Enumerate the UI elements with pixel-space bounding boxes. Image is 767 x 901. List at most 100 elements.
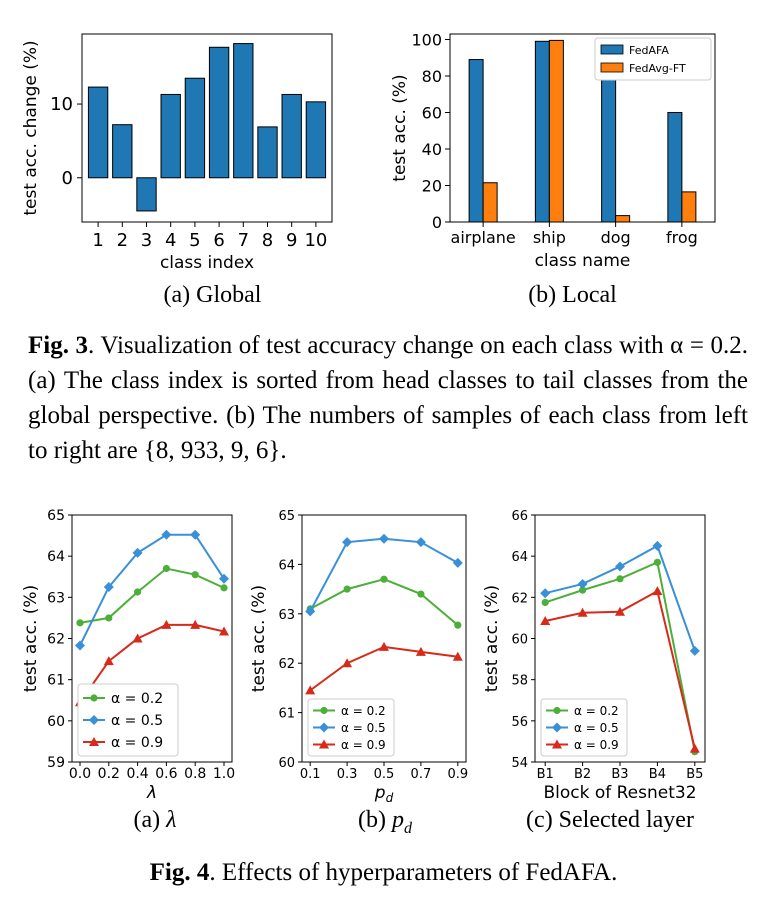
chart-pd-ylabel: test acc. (%)	[249, 585, 269, 692]
x-tick-label: 7	[238, 230, 249, 251]
chart-local: airplane ship dog frog 0 20 40 60 80 100 class nam…	[390, 30, 716, 271]
x-tick-label: frog	[666, 228, 698, 247]
legend-label: α = 0.2	[574, 704, 619, 718]
point-circle	[220, 584, 228, 592]
x-tick-label: B4	[649, 767, 666, 782]
x-tick-label: 1	[92, 230, 103, 251]
bar	[208, 46, 230, 179]
y-tick-label: 58	[511, 674, 528, 689]
fig4-caption-text: . Effects of hyperparameters of FedAFA.	[209, 859, 618, 886]
bar	[233, 43, 254, 179]
x-tick-label: B5	[686, 767, 703, 782]
point-diamond	[89, 715, 99, 725]
point-triangle	[89, 737, 99, 746]
chart-lambda: 0.0 0.2 0.4 0.6 0.8 1.0 59 60 61 62 63 64 65 λ test ac…	[21, 508, 235, 803]
point-diamond	[103, 582, 114, 593]
point-circle	[90, 694, 98, 702]
x-tick-label: 8	[262, 230, 273, 251]
point-triangle	[452, 651, 463, 661]
xlabel-main: λ	[146, 783, 157, 803]
x-tick-label: 0.6	[155, 766, 177, 782]
y-tick-label: 100	[411, 30, 442, 49]
chart-global-ylabel: test acc. change (%)	[21, 40, 41, 215]
point-circle	[380, 575, 388, 583]
x-tick-label: 4	[165, 230, 176, 251]
legend-box	[594, 37, 712, 81]
legend-box	[77, 683, 179, 757]
legend-label: α = 0.5	[341, 721, 386, 735]
point-circle	[76, 619, 84, 627]
y-tick-label: 54	[511, 756, 528, 771]
x-tick-label: B1	[537, 767, 554, 782]
x-tick-label: 5	[189, 230, 200, 251]
xlabel-subscript: d	[386, 791, 394, 805]
bar	[681, 191, 697, 223]
point-circle	[162, 564, 170, 573]
y-tick-label: 0	[432, 213, 442, 232]
point-diamond	[219, 573, 229, 584]
chart-layer: B1 B2 B3 B4 B5 54 56 58 60 62 64 66 Block of Resnet3…	[482, 509, 706, 803]
point-triangle	[305, 685, 316, 695]
chart-global-frame	[81, 33, 333, 223]
chart-layer-legend: α = 0.2 α = 0.5 α = 0.9	[540, 698, 628, 757]
point-circle	[417, 590, 425, 598]
fig4-subcaption-a-symbol: λ	[166, 807, 177, 833]
y-tick-label: 0	[62, 168, 73, 189]
x-tick-label: 0.7	[411, 767, 432, 782]
fig3-subcaption-b: (b) Local	[528, 282, 617, 308]
x-tick-label: 0.0	[69, 766, 91, 782]
bar	[305, 101, 327, 179]
x-tick-label: dog	[601, 228, 631, 247]
fig4-subcaption-b-symbol: p	[391, 807, 404, 833]
chart-local-ylabel: test acc. (%)	[390, 74, 410, 181]
chart-layer-xlabel: Block of Resnet32	[543, 783, 696, 803]
fig4-subcaption-c: (c) Selected layer	[526, 807, 694, 833]
point-diamond	[305, 606, 316, 617]
chart-lambda-ylabel: test acc. (%)	[21, 585, 41, 692]
point-circle	[320, 706, 328, 715]
x-tick-label: 0.4	[126, 766, 148, 782]
chart-lambda-xlabel: λ	[146, 783, 157, 803]
chart-lambda-legend: α = 0.2 α = 0.5 α = 0.9	[77, 683, 179, 757]
point-circle	[105, 614, 113, 622]
point-circle	[616, 575, 624, 583]
point-circle	[191, 571, 199, 579]
x-tick-label: 0.1	[300, 767, 321, 782]
chart-pd-legend: α = 0.2 α = 0.5 α = 0.9	[307, 698, 395, 757]
x-tick-label: airplane	[451, 228, 516, 247]
y-tick-label: 62	[278, 657, 295, 672]
legend-label: FedAFA	[629, 44, 669, 57]
bar	[601, 73, 617, 223]
fig3-caption-text: . Visualization of test accuracy change …	[28, 332, 749, 464]
y-tick-label: 80	[422, 67, 442, 86]
legend-box	[307, 698, 395, 757]
bar	[136, 177, 157, 212]
y-tick-label: 60	[47, 714, 65, 730]
series-line	[79, 533, 225, 646]
bar	[112, 124, 133, 179]
chart-local-legend: FedAFA FedAvg-FT	[594, 37, 712, 81]
bar	[534, 40, 550, 223]
xlabel-main: p	[374, 783, 386, 803]
chart-local-xlabel: class name	[535, 251, 631, 271]
bar	[281, 93, 302, 179]
legend-label: α = 0.5	[574, 721, 619, 735]
y-tick-label: 56	[511, 715, 528, 730]
point-circle	[541, 598, 549, 607]
fig4-caption: Fig. 4. Effects of hyperparameters of Fe…	[0, 855, 767, 890]
legend-swatch	[600, 44, 624, 55]
point-triangle	[342, 658, 353, 668]
fig3-caption: Fig. 3. Visualization of test accuracy c…	[28, 328, 748, 468]
bar	[184, 77, 206, 179]
x-tick-label: 1.0	[213, 766, 235, 782]
fig4-subcaption-a: (a) λ	[100, 807, 210, 834]
point-diamond	[552, 722, 562, 733]
x-tick-label: 3	[141, 230, 152, 251]
point-triangle	[132, 633, 143, 643]
point-diamond	[161, 529, 172, 540]
y-tick-label: 10	[50, 94, 73, 115]
x-tick-label: ship	[533, 228, 566, 247]
fig3-caption-label: Fig. 3	[28, 332, 89, 359]
legend-label: α = 0.9	[341, 738, 386, 752]
